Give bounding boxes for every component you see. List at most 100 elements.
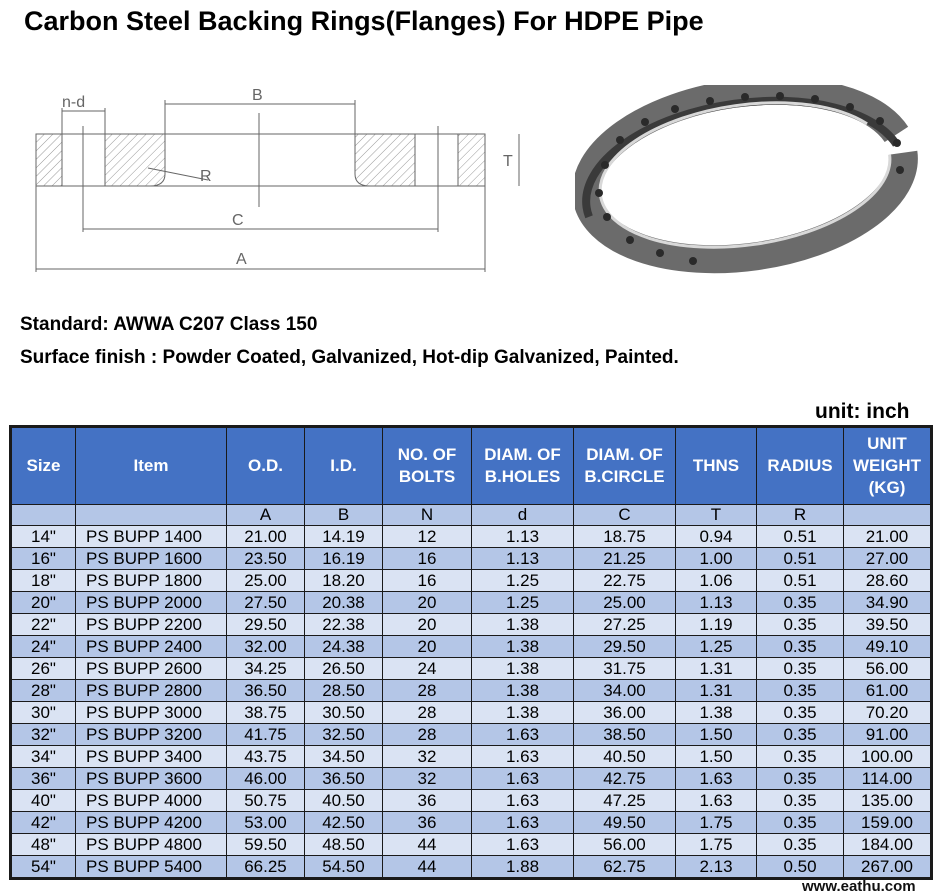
table-cell: PS BUPP 2800 [75,679,227,702]
table-cell: 40.50 [573,745,676,768]
table-cell: 32.50 [304,723,383,746]
table-cell: 1.63 [675,789,757,812]
table-cell: 27.50 [226,591,305,614]
table-cell: 28.50 [304,679,383,702]
table-cell: 50.75 [226,789,305,812]
table-cell: 22" [10,613,76,636]
table-row: 16" PS BUPP 1600 23.50 16.19 16 1.13 21.25 1.00… [10,547,932,570]
table-cell: 70.20 [843,701,932,724]
symbol-cell: A [226,504,305,526]
table-cell: 16 [382,547,472,570]
flange-cross-section-drawing: n-d B R C A T [35,87,520,272]
table-cell: 41.75 [226,723,305,746]
table-cell: 28" [10,679,76,702]
table-cell: 36 [382,789,472,812]
table-cell: PS BUPP 2400 [75,635,227,658]
table-cell: 1.75 [675,811,757,834]
table-row: 32" PS BUPP 3200 41.75 32.50 28 1.63 38.50 1.50… [10,723,932,746]
table-cell: 46.00 [226,767,305,790]
table-cell: 0.35 [756,679,844,702]
table-cell: 1.38 [675,701,757,724]
table-cell: 20" [10,591,76,614]
table-cell: PS BUPP 5400 [75,855,227,879]
table-cell: PS BUPP 1800 [75,569,227,592]
table-cell: 34.90 [843,591,932,614]
table-cell: 22.75 [573,569,676,592]
table-cell: 100.00 [843,745,932,768]
table-cell: 1.50 [675,745,757,768]
table-cell: 48" [10,833,76,856]
column-header: Size [10,426,76,505]
table-cell: 61.00 [843,679,932,702]
symbol-cell: T [675,504,757,526]
table-cell: 36" [10,767,76,790]
table-cell: 0.50 [756,855,844,879]
table-cell: 49.50 [573,811,676,834]
table-cell: 1.38 [471,635,574,658]
table-cell: 62.75 [573,855,676,879]
symbol-cell: B [304,504,383,526]
table-cell: 38.75 [226,701,305,724]
table-row: 18" PS BUPP 1800 25.00 18.20 16 1.25 22.75 1.06… [10,569,932,592]
table-cell: PS BUPP 4800 [75,833,227,856]
table-cell: 56.00 [573,833,676,856]
table-cell: 1.38 [471,679,574,702]
table-cell: 20 [382,635,472,658]
table-cell: 1.13 [471,547,574,570]
table-cell: 1.13 [675,591,757,614]
column-header: DIAM. OF B.HOLES [471,426,574,505]
table-cell: 1.38 [471,701,574,724]
table-cell: 42.75 [573,767,676,790]
table-cell: 59.50 [226,833,305,856]
label-a: A [236,251,247,268]
table-cell: 18.20 [304,569,383,592]
table-cell: 43.75 [226,745,305,768]
table-cell: 14.19 [304,525,383,548]
table-cell: 0.35 [756,657,844,680]
table-cell: 114.00 [843,767,932,790]
table-cell: 0.51 [756,547,844,570]
symbol-cell: N [382,504,472,526]
table-cell: 20 [382,613,472,636]
table-cell: 47.25 [573,789,676,812]
table-cell: 1.31 [675,679,757,702]
surface-finish-text: Surface finish : Powder Coated, Galvaniz… [20,347,679,368]
table-cell: 36.50 [304,767,383,790]
table-cell: 18" [10,569,76,592]
table-cell: 1.63 [471,745,574,768]
column-header: UNIT WEIGHT (KG) [843,426,932,505]
table-cell: 48.50 [304,833,383,856]
table-cell: 27.00 [843,547,932,570]
table-cell: 30" [10,701,76,724]
table-cell: 184.00 [843,833,932,856]
table-cell: 32 [382,767,472,790]
table-cell: 24 [382,657,472,680]
table-cell: 21.00 [843,525,932,548]
table-cell: PS BUPP 2600 [75,657,227,680]
table-row: 28" PS BUPP 2800 36.50 28.50 28 1.38 34.00 1.31… [10,679,932,702]
table-cell: 36.50 [226,679,305,702]
table-cell: 24.38 [304,635,383,658]
table-cell: 1.63 [471,811,574,834]
table-row: 24" PS BUPP 2400 32.00 24.38 20 1.38 29.50 1.25… [10,635,932,658]
table-cell: 40.50 [304,789,383,812]
table-cell: 34.25 [226,657,305,680]
table-cell: 31.75 [573,657,676,680]
table-cell: 1.00 [675,547,757,570]
table-cell: 0.35 [756,591,844,614]
table-cell: 0.35 [756,701,844,724]
table-cell: 2.13 [675,855,757,879]
table-cell: PS BUPP 3400 [75,745,227,768]
table-cell: 40" [10,789,76,812]
label-t: T [503,153,513,170]
table-cell: PS BUPP 4200 [75,811,227,834]
table-row: 36" PS BUPP 3600 46.00 36.50 32 1.63 42.75 1.63… [10,767,932,790]
table-cell: 1.25 [471,569,574,592]
table-cell: PS BUPP 3200 [75,723,227,746]
column-header: I.D. [304,426,383,505]
table-cell: 16 [382,569,472,592]
table-cell: PS BUPP 2200 [75,613,227,636]
table-cell: 32" [10,723,76,746]
table-cell: 32 [382,745,472,768]
column-header: O.D. [226,426,305,505]
